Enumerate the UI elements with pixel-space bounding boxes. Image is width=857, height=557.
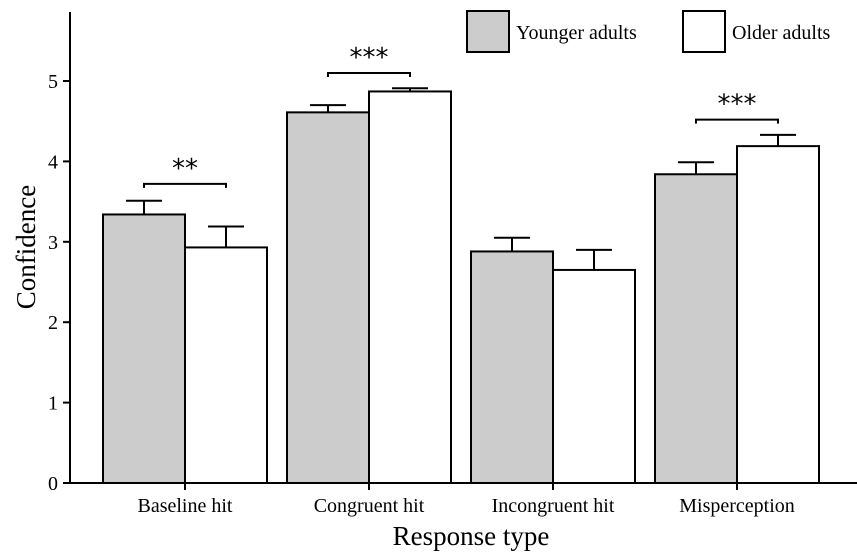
bars	[102, 90, 820, 485]
significance-label: ***	[718, 90, 757, 120]
y-tick-label: 2	[48, 312, 58, 334]
x-axis-title: Response type	[393, 521, 550, 551]
bar	[470, 250, 554, 484]
significance-label: **	[172, 154, 198, 184]
y-tick-label: 4	[48, 151, 58, 173]
significance-bracket	[327, 71, 411, 77]
y-tick-label: 0	[48, 473, 58, 495]
y-axis: 0 1 2 3 4 5	[48, 12, 71, 495]
y-tick-label: 3	[48, 232, 58, 254]
significance-bracket	[695, 118, 779, 124]
legend-swatch-younger	[466, 10, 510, 53]
bar	[654, 173, 738, 484]
legend: Younger adults Older adults	[466, 10, 831, 53]
x-axis: Baseline hit Congruent hit Incongruent hit…	[70, 482, 857, 517]
y-tick-label: 1	[48, 393, 58, 415]
x-tick-label: Incongruent hit	[492, 495, 615, 517]
x-tick-label: Baseline hit	[138, 495, 233, 517]
bar	[552, 268, 636, 484]
significance-label: ***	[350, 43, 389, 73]
y-axis-title: Confidence	[11, 185, 41, 309]
legend-label-younger: Younger adults	[516, 22, 637, 44]
x-tick-label: Misperception	[679, 495, 795, 517]
bar	[286, 111, 370, 485]
y-tick-label: 5	[48, 71, 58, 93]
error-bars	[126, 87, 796, 270]
bar	[184, 246, 268, 484]
significance-markers: ********	[143, 43, 779, 188]
bar	[102, 213, 186, 485]
legend-swatch-older	[682, 10, 726, 53]
bar	[368, 90, 452, 485]
legend-label-older: Older adults	[732, 22, 831, 44]
x-tick-label: Congruent hit	[314, 495, 425, 517]
significance-bracket	[143, 182, 227, 188]
bar	[736, 145, 820, 484]
